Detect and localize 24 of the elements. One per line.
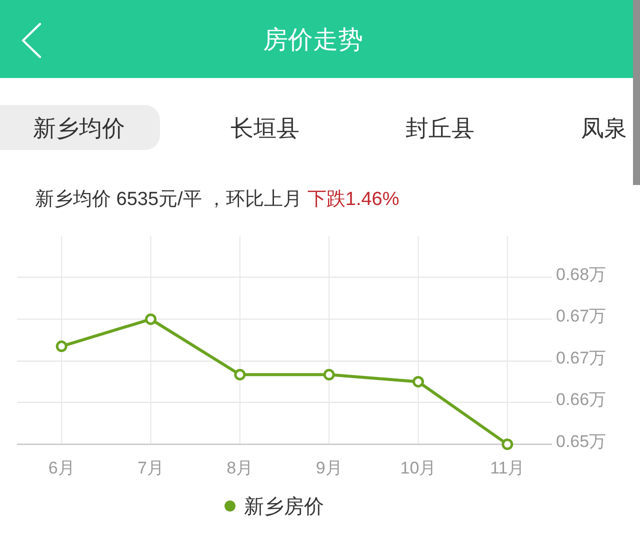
y-tick-label: 0.67万 <box>556 306 606 326</box>
x-tick-label: 8月 <box>226 458 254 478</box>
x-tick-label: 11月 <box>490 458 525 478</box>
chart-subtitle: 新乡均价 6535元/平 ，环比上月 下跌1.46% <box>35 188 400 210</box>
point <box>145 313 156 325</box>
point <box>323 368 335 380</box>
y-tick-label: 0.68万 <box>556 264 606 284</box>
x-tick-label: 6月 <box>48 458 75 478</box>
y-tick-label: 0.65万 <box>556 432 606 451</box>
point <box>234 368 246 380</box>
text: 凤泉 <box>581 115 627 141</box>
point <box>56 340 68 352</box>
point <box>412 376 424 388</box>
text: 封丘县 <box>406 115 474 141</box>
x-tick-label: 7月 <box>138 458 164 478</box>
x-tick-label: 10月 <box>400 458 436 478</box>
y-tick-label: 0.66万 <box>556 390 606 409</box>
x-tick-label: 9月 <box>316 458 342 478</box>
chart-title: 房价走势 <box>263 26 363 54</box>
y-tick-label: 0.67万 <box>556 348 606 368</box>
text: 新乡均价 <box>33 115 125 141</box>
point <box>502 438 514 450</box>
legend-label: 新乡房价 <box>244 496 324 518</box>
text: 长垣县 <box>230 115 300 141</box>
